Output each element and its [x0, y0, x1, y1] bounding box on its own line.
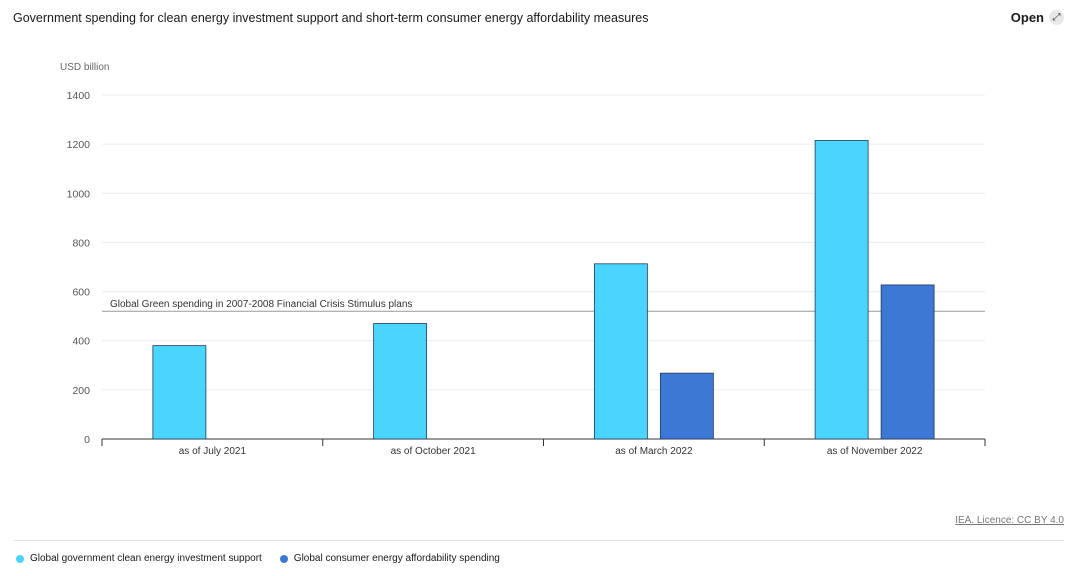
- legend-item-affordability[interactable]: Global consumer energy affordability spe…: [279, 553, 500, 564]
- chart-title: Government spending for clean energy inv…: [13, 11, 649, 25]
- source-link[interactable]: IEA. Licence: CC BY 4.0: [955, 515, 1064, 526]
- x-tick-label: as of November 2022: [827, 446, 923, 457]
- reference-line-label: Global Green spending in 2007-2008 Finan…: [110, 299, 412, 310]
- bar-clean-energy: [373, 323, 428, 440]
- y-tick-label: 1200: [67, 139, 91, 151]
- legend-marker-affordability: [279, 554, 288, 563]
- expand-icon[interactable]: ⤢: [1049, 10, 1064, 25]
- bar-clean-energy: [152, 345, 207, 440]
- x-tick-label: as of October 2021: [391, 446, 476, 457]
- bar-affordability: [659, 372, 714, 440]
- y-tick-label: 1400: [67, 90, 91, 102]
- bar-clean-energy: [593, 263, 648, 440]
- y-axis-label: USD billion: [60, 62, 109, 73]
- legend-label-affordability: Global consumer energy affordability spe…: [293, 553, 500, 564]
- legend-marker-clean-energy: [16, 554, 24, 563]
- legend-label-clean-energy: Global government clean energy investmen…: [30, 553, 262, 564]
- y-tick-label: 800: [72, 237, 90, 249]
- legend: Global government clean energy investmen…: [16, 553, 500, 564]
- y-tick-label: 200: [72, 385, 90, 397]
- y-tick-label: 1000: [67, 188, 91, 200]
- y-tick-label: 0: [84, 434, 90, 446]
- open-label[interactable]: Open: [1010, 10, 1044, 25]
- legend-item-clean-energy[interactable]: Global government clean energy investmen…: [16, 553, 262, 564]
- bar-clean-energy: [814, 140, 869, 440]
- open-button[interactable]: Open ⤢: [1011, 10, 1064, 25]
- y-tick-label: 400: [72, 336, 90, 348]
- footer-divider: [14, 540, 1064, 541]
- bar-affordability: [880, 284, 935, 440]
- x-tick-label: as of July 2021: [179, 446, 247, 457]
- x-tick-label: as of March 2022: [615, 446, 693, 457]
- y-tick-label: 600: [72, 287, 90, 299]
